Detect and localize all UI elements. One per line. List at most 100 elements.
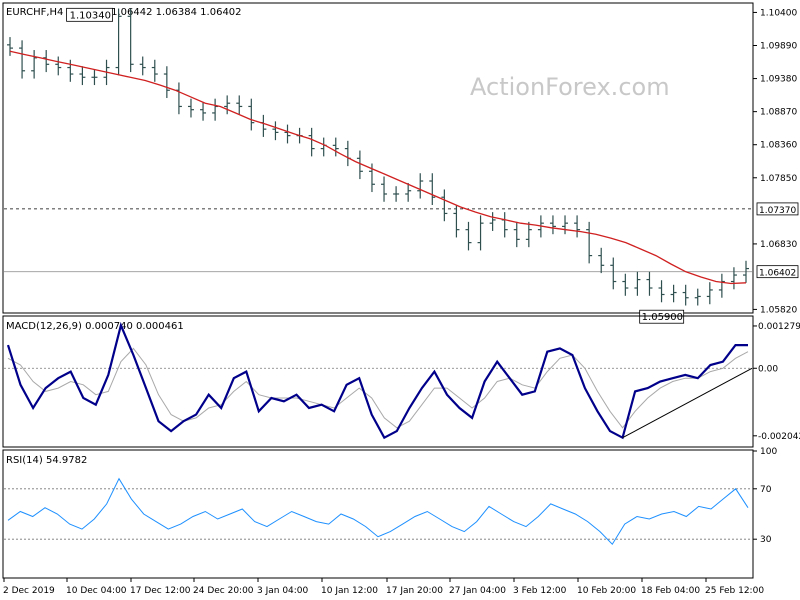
macd-panel-frame [2,315,754,448]
price-bar [525,221,532,248]
time-tick-label: 18 Feb 04:00 [641,586,700,596]
rsi-panel: RSI(14) 54.9782 100 70 30 [2,447,777,579]
rsi-lines [7,477,749,546]
price-bar [163,66,170,99]
price-bar [694,288,701,306]
price-bar [574,215,581,238]
rsi-title: RSI(14) 54.9782 [6,455,87,466]
price-bar [610,257,617,290]
price-bar [356,150,363,180]
price-bar [658,280,665,303]
macd-tick-label: -0.002042 [758,432,800,442]
high-label: 1.10340 [70,10,111,21]
time-tick-label: 17 Dec 12:00 [130,586,191,596]
price-bar [381,176,388,202]
time-tick-label: 10 Feb 20:00 [577,586,636,596]
price-bar [67,59,74,82]
current-price-box [756,265,799,279]
price-bar [43,50,50,73]
price-bar [7,37,13,56]
macd-title: MACD(12,26,9) 0.000740 0.000461 [6,321,184,332]
price-annotations: 1.10340 1.05900 [66,7,685,324]
price-tick-label: 1.08870 [760,108,797,118]
macd-axis: 0.001279 0.00 -0.002042 [4,322,800,442]
price-bar [393,186,400,202]
price-bar [248,98,255,131]
price-bars [7,8,749,306]
price-bar [489,212,496,231]
macd-panel: MACD(12,26,9) 0.000740 0.000461 0.001279… [2,315,800,448]
price-bar [272,121,279,141]
price-axis: 1.10400 1.09890 1.09380 1.08870 1.08360 1.078… [753,8,797,315]
time-tick-label: 17 Jan 20:00 [386,586,443,596]
price-tick-label: 1.09380 [760,75,797,85]
time-tick-label: 10 Jan 12:00 [321,586,378,596]
rsi-tick-label: 30 [760,535,772,545]
rsi-panel-frame [2,449,754,579]
price-bar [718,273,725,298]
price-bar [453,205,460,238]
macd-trendline [622,367,753,439]
price-panel-frame [2,2,754,314]
price-bar [19,40,26,79]
price-bar [236,95,243,115]
price-bar [598,247,605,274]
price-bar [115,8,122,76]
price-bar [465,221,472,251]
price-bar [682,284,689,306]
price-bar [417,173,424,199]
time-tick-label: 3 Feb 12:00 [513,586,567,596]
price-bar [743,260,749,283]
rsi-tick-label: 70 [760,485,772,495]
time-tick-label: 25 Feb 12:00 [705,586,764,596]
price-tick-label: 1.09890 [760,41,797,51]
price-bar [405,182,412,202]
price-bar [91,69,98,86]
price-tick-label: 1.05820 [760,305,797,315]
price-bar [513,221,520,248]
price-bar [151,59,158,82]
time-tick-label: 24 Dec 20:00 [193,586,254,596]
price-tick-label: 1.07850 [760,174,797,184]
price-bar [586,221,593,264]
price-bar [79,66,86,86]
low-label-box [639,309,685,324]
low-label: 1.05900 [642,312,683,323]
price-bar [284,124,291,144]
rsi-tick-label: 100 [760,447,777,457]
time-tick-label: 10 Dec 04:00 [66,586,127,596]
price-bar [706,282,713,305]
moving-average [9,50,747,285]
price-bar [429,173,436,206]
high-label-box [66,7,113,22]
price-panel: ActionForex.com EURCHF,H4 1.06421 1.0644… [2,2,799,324]
resistance-label: 1.07370 [759,206,796,216]
price-title: EURCHF,H4 1.06421 1.06442 1.06384 1.0640… [6,7,242,18]
price-tick-label: 1.08360 [760,141,797,151]
price-bar [31,50,38,79]
price-bar [441,189,448,222]
price-bar [562,215,569,235]
price-bar [477,215,484,251]
price-bar [622,273,629,296]
price-bar [670,284,677,303]
price-level-line: 1.07370 1.06402 [4,202,799,279]
watermark: ActionForex.com [470,73,670,101]
price-bar [332,137,339,157]
rsi-axis: 100 70 30 [4,447,777,545]
price-bar [200,101,207,121]
price-bar [730,267,737,290]
time-tick-label: 3 Jan 04:00 [257,586,309,596]
price-bar [224,95,231,115]
current-price-label: 1.06402 [759,269,796,279]
price-bar [139,56,146,76]
time-tick-label: 2 Dec 2019 [3,586,55,596]
price-bar [646,271,653,296]
macd-lines [6,321,753,440]
macd-tick-label: 0.001279 [758,322,800,332]
price-bar [127,8,134,73]
macd-tick-label: 0.00 [758,364,778,374]
ma-line [9,50,747,285]
